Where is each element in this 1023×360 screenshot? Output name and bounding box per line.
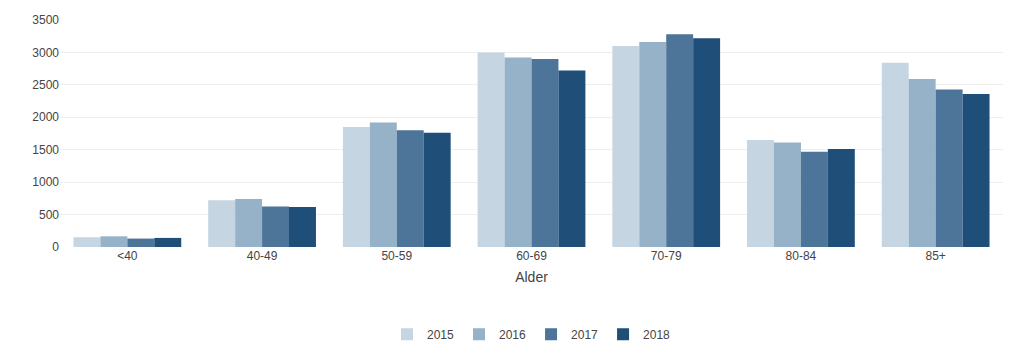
svg-text:0: 0	[52, 240, 59, 254]
svg-text:2015: 2015	[427, 328, 454, 342]
svg-text:3500: 3500	[32, 13, 59, 27]
svg-text:2000: 2000	[32, 110, 59, 124]
svg-text:1000: 1000	[32, 175, 59, 189]
svg-text:2017: 2017	[571, 328, 598, 342]
svg-text:<40: <40	[117, 249, 138, 263]
svg-text:3000: 3000	[32, 46, 59, 60]
svg-text:85+: 85+	[925, 249, 945, 263]
svg-text:40-49: 40-49	[247, 249, 278, 263]
svg-text:1500: 1500	[32, 143, 59, 157]
svg-text:60-69: 60-69	[516, 249, 547, 263]
svg-text:80-84: 80-84	[786, 249, 817, 263]
svg-text:70-79: 70-79	[651, 249, 682, 263]
svg-text:2500: 2500	[32, 78, 59, 92]
svg-text:2016: 2016	[499, 328, 526, 342]
svg-text:2018: 2018	[643, 328, 670, 342]
svg-text:50-59: 50-59	[381, 249, 412, 263]
svg-text:500: 500	[39, 208, 59, 222]
svg-text:Alder: Alder	[515, 269, 548, 285]
